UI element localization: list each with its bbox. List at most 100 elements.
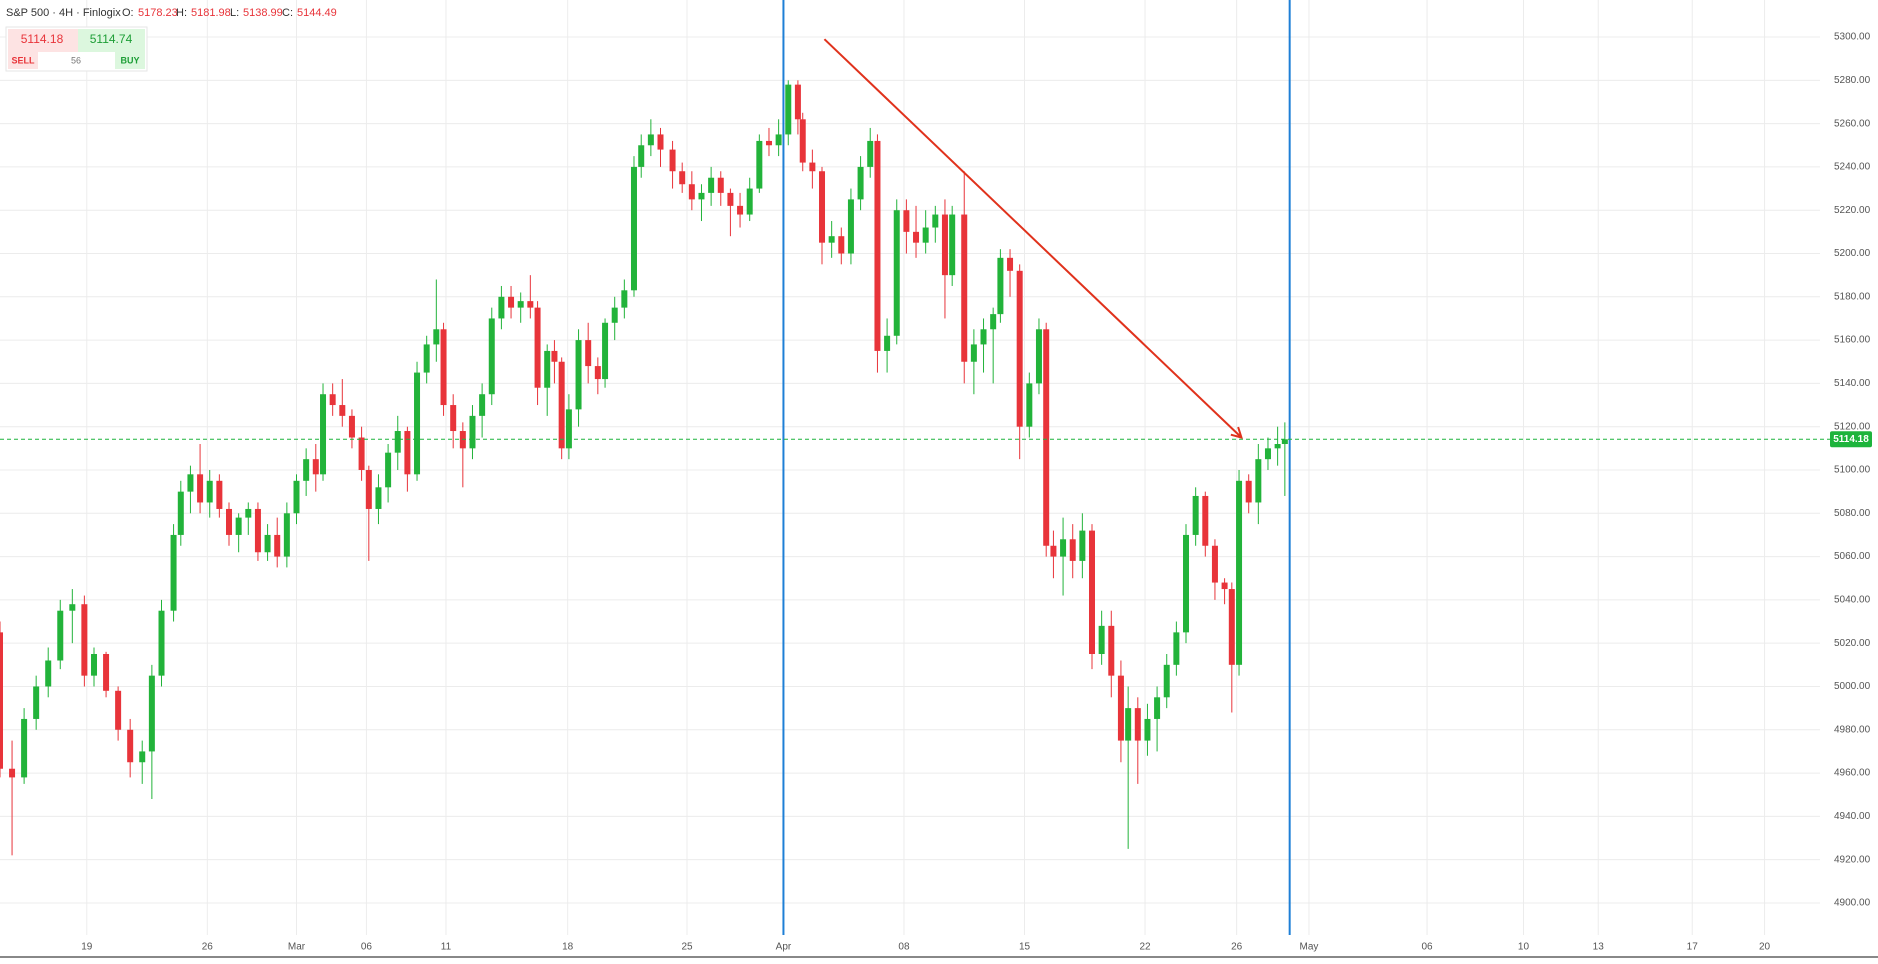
y-tick-label: 5060.00 [1834,551,1871,562]
candle-body [838,236,845,254]
x-tick-label: 17 [1687,942,1699,953]
candle-body [358,437,365,470]
candle-body [1264,448,1271,460]
candle-body [534,307,541,388]
candle-body [611,307,618,323]
candle-body [433,329,440,345]
candle-body [498,296,505,319]
trend-arrow [823,38,1243,439]
candle-body [33,686,40,719]
y-tick-label: 5160.00 [1834,335,1871,346]
candle-body [970,344,977,362]
candle-body [1221,582,1228,590]
spread: 56 [71,55,81,65]
candle-body [479,394,486,416]
candle-body [81,604,88,676]
candle-body [949,214,956,276]
x-tick-label: 25 [681,942,693,953]
candle-body [1098,625,1105,655]
candle-body [857,166,864,200]
candle-body [1089,530,1095,655]
sell-tag[interactable] [8,52,38,69]
candle-body [1236,480,1243,665]
candle-body [558,361,565,449]
candle-body [226,508,233,535]
candle-body [922,227,929,243]
candle-body [320,394,327,475]
candle-body [621,290,628,308]
x-tick-label: 13 [1593,942,1605,953]
candle-body [997,257,1004,315]
open-value: 5178.23 [138,7,178,19]
candle-body [385,452,392,488]
candle-body [1281,439,1288,445]
candle-body [45,660,52,687]
candle-body [903,210,910,232]
y-tick-label: 4980.00 [1834,724,1871,735]
y-tick-label: 4920.00 [1834,854,1871,865]
candle-body [57,610,64,661]
x-tick-label: Mar [288,942,306,953]
close-label: C: [282,7,293,19]
y-tick-label: 5240.00 [1834,162,1871,173]
candle-body [809,162,816,172]
candle-body [1069,539,1076,561]
candle-body [565,409,572,449]
candle-body [794,84,801,120]
candle-body [1202,495,1209,546]
candle-body [551,350,558,362]
x-tick-label: 06 [361,942,373,953]
candle-body [139,751,146,763]
open-label: O: [122,7,134,19]
marks [0,0,1830,935]
last-price-label: 5114.18 [1833,434,1869,445]
candle-body [717,177,724,193]
candle-body [115,690,122,730]
arrow-head [1230,426,1243,439]
candle-body [303,459,310,481]
candle-body [423,344,430,373]
candle-body [1144,718,1151,741]
candle-body [1050,545,1057,557]
candle-body [254,508,261,553]
high-label: H: [176,7,187,19]
candle-body [508,296,515,308]
candle-body [1192,495,1199,535]
candle-body [1228,589,1235,665]
candle-body [1117,675,1124,741]
candle-body [488,318,495,395]
buy-button[interactable] [78,29,145,52]
trade-widget: 5114.18 5114.74 SELL BUY 56 [5,26,148,72]
candle-body [932,214,939,228]
candle-body [1154,697,1161,719]
y-tick-label: 5220.00 [1834,205,1871,216]
candle-body [1035,329,1042,384]
candle-body [235,517,242,535]
candle-body [339,405,346,416]
candle-body [819,171,826,243]
candle-body [9,768,16,778]
candle-body [941,214,948,276]
candle-body [329,394,336,406]
candle-body [874,140,881,351]
candle-body [638,145,645,167]
candle-body [727,192,734,206]
candle-body [785,84,792,135]
y-tick-label: 5040.00 [1834,595,1871,606]
candle-body [69,604,76,611]
candle-body [1016,270,1023,427]
y-tick-label: 4900.00 [1834,898,1871,909]
y-tick-label: 4960.00 [1834,768,1871,779]
candle-body [283,513,290,557]
buy-tag[interactable] [115,52,145,69]
candle-body [187,474,194,492]
sell-button[interactable] [8,29,78,52]
candle-body [206,480,213,503]
y-tick-label: 5260.00 [1834,118,1871,129]
x-tick-label: 19 [81,942,93,953]
x-tick-label: 08 [898,942,910,953]
candle-body [799,119,806,163]
candle-body [630,166,637,291]
y-tick-label: 5200.00 [1834,248,1871,259]
